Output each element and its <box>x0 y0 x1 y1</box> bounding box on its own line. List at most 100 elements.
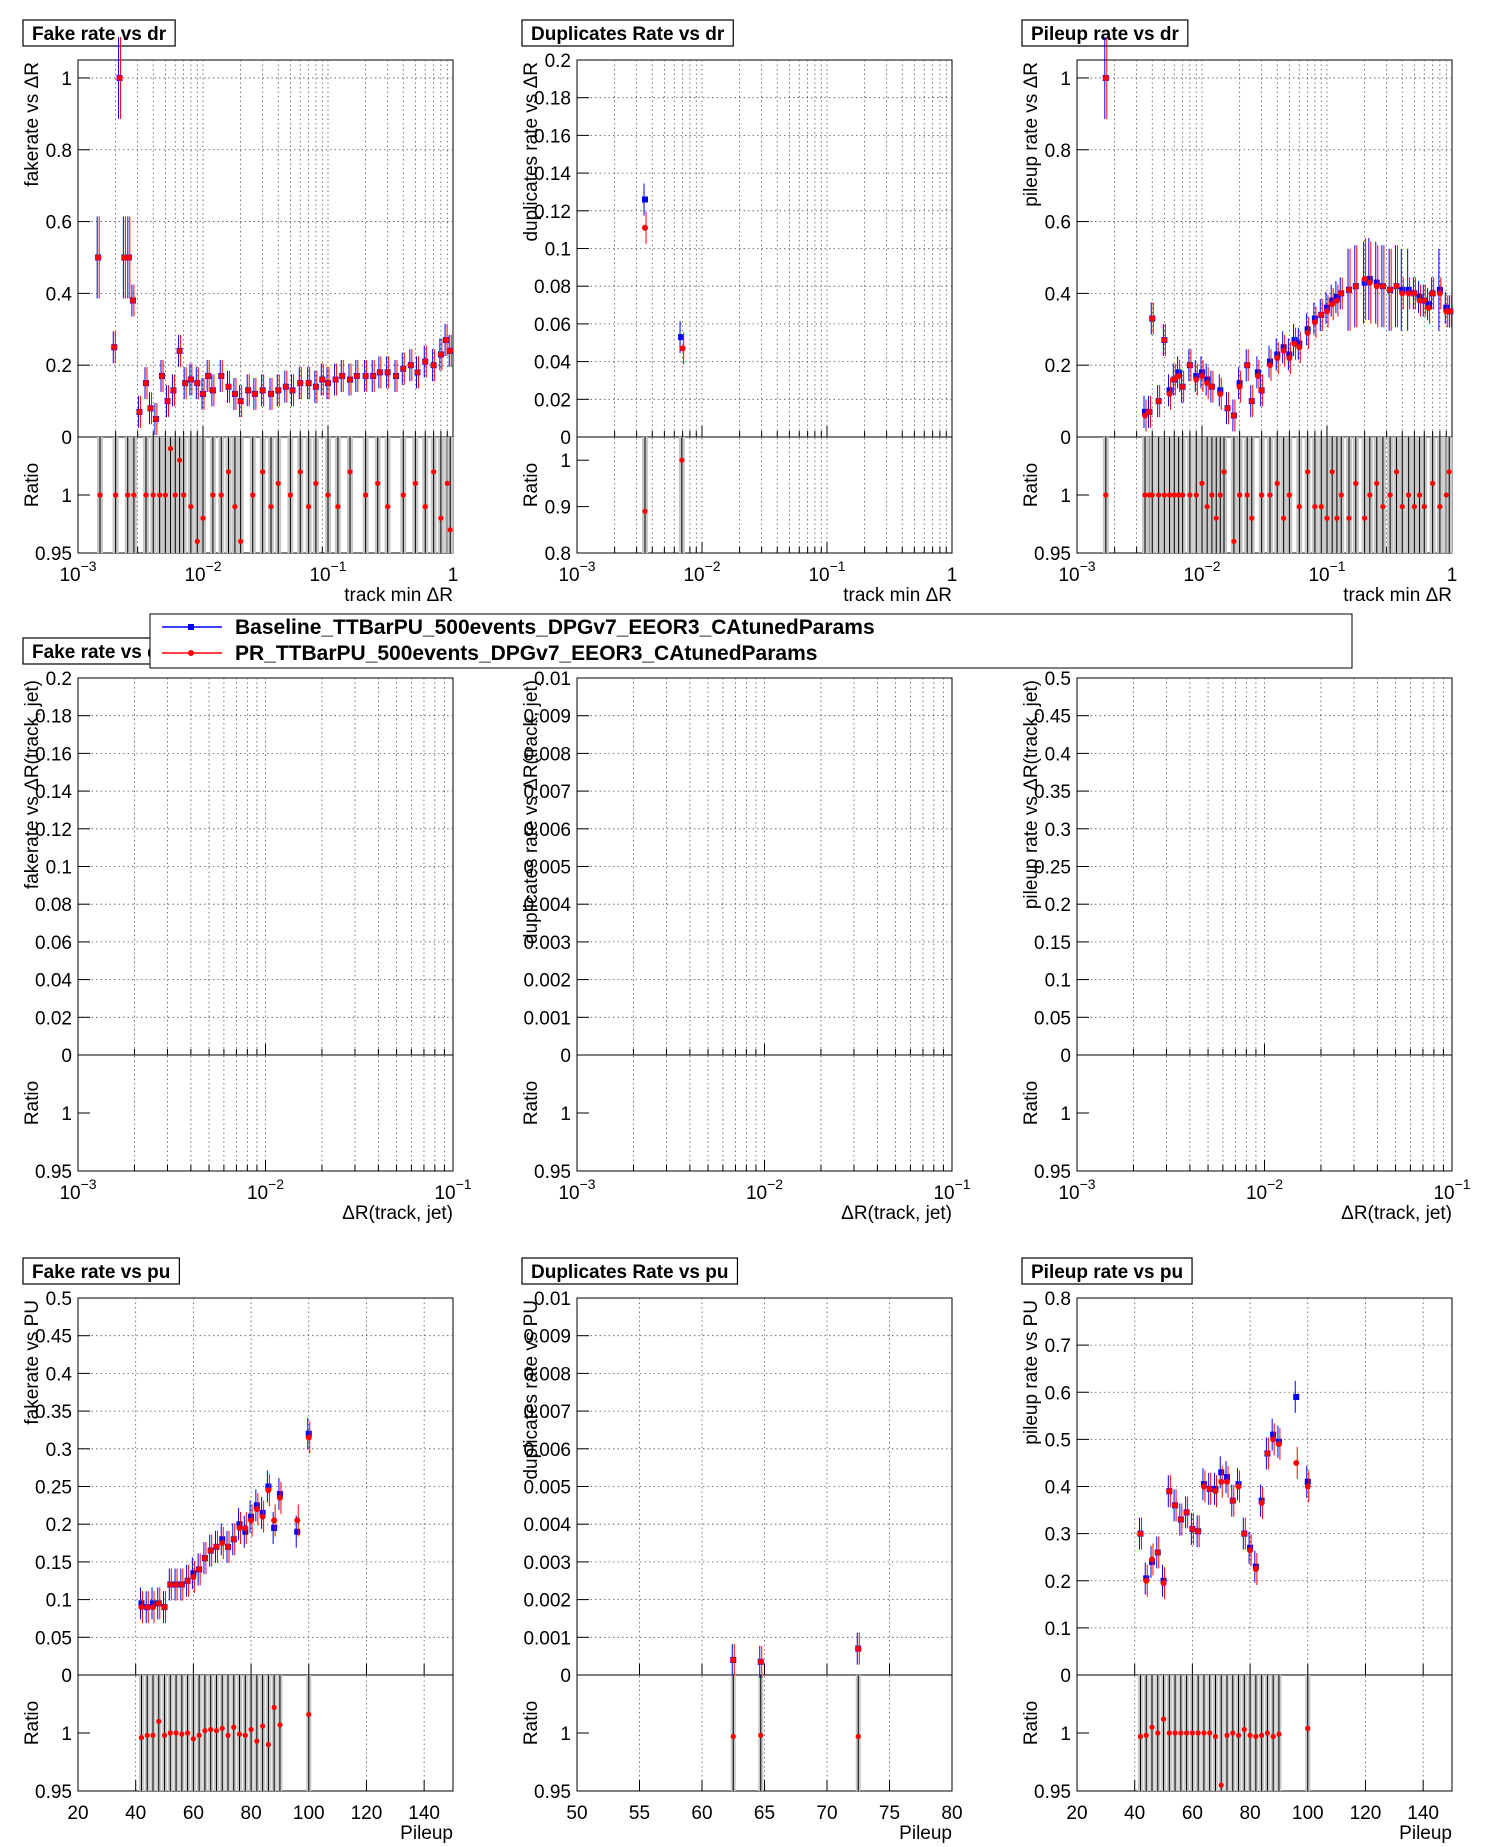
baseline-point <box>305 1430 312 1437</box>
y-tick-label: 0.007 <box>523 782 571 803</box>
x-tick-exponent: −2 <box>705 558 721 574</box>
ratio-point <box>1149 492 1155 498</box>
ratio-point <box>412 480 418 486</box>
pr-point <box>289 387 296 394</box>
baseline-point <box>1224 1474 1230 1481</box>
ratio-point <box>1312 504 1318 510</box>
ratio-tick-label: 0.95 <box>1034 544 1071 565</box>
x-axis-label: track min ΔR <box>344 585 453 606</box>
pr-point <box>121 254 128 261</box>
x-tick-base: 80 <box>941 1803 962 1824</box>
x-tick-base: 120 <box>1350 1803 1382 1824</box>
ratio-point <box>225 469 232 475</box>
y-tick-label: 0.1 <box>545 240 571 261</box>
pr-point <box>353 372 360 379</box>
ratio-point <box>181 492 187 498</box>
ratio-point <box>97 492 103 498</box>
pr-point <box>200 390 206 397</box>
pr-point <box>1436 290 1443 297</box>
ratio-point <box>144 1732 150 1738</box>
plot-frame <box>576 59 953 438</box>
y-tick-label: 0.15 <box>35 1553 72 1574</box>
ratio-point <box>444 480 450 486</box>
ratio-point <box>242 1732 248 1738</box>
ratio-point <box>1213 515 1219 521</box>
y-tick-label: 0.003 <box>523 933 571 954</box>
ratio-point <box>179 1731 185 1737</box>
y-tick-label: 0.5 <box>1045 669 1071 690</box>
ratio-tick-label: 0.95 <box>35 544 72 565</box>
y-tick-label: 0.16 <box>534 126 571 147</box>
y-tick-label: 0.1 <box>46 1591 72 1612</box>
y-tick-label: 0.08 <box>35 895 72 916</box>
ratio-point <box>1218 1782 1224 1788</box>
ratio-point <box>1353 480 1359 486</box>
y-tick-label: 0.4 <box>1045 284 1072 305</box>
ratio-point <box>1259 1732 1265 1738</box>
pr-point <box>1171 376 1178 383</box>
ratio-point <box>642 508 648 514</box>
ratio-tick-label: 1 <box>61 486 72 507</box>
pr-point <box>95 254 102 261</box>
y-tick-label: 0.6 <box>1045 213 1071 234</box>
pr-point <box>182 380 189 387</box>
x-tick-label: 55 <box>629 1803 650 1824</box>
x-tick-label: 10−2 <box>683 558 720 586</box>
pr-point <box>362 372 369 379</box>
ratio-point <box>225 1732 231 1738</box>
pr-point <box>187 376 194 383</box>
pr-point <box>268 390 275 397</box>
baseline-point <box>1366 276 1373 283</box>
x-tick-exponent: −3 <box>1080 1176 1096 1192</box>
pr-point <box>1208 383 1215 390</box>
y-tick-label: 0.2 <box>1045 1572 1071 1593</box>
y-tick-label: 1 <box>1060 69 1071 90</box>
baseline-point <box>150 1600 156 1607</box>
y-tick-label: 0.25 <box>1034 858 1071 879</box>
y-tick-label: 0.4 <box>1045 744 1072 765</box>
x-tick-base: 10 <box>746 1183 767 1204</box>
pr-point <box>1387 286 1394 293</box>
ratio-point <box>1259 492 1265 498</box>
chart-title-box <box>521 1257 739 1285</box>
ratio-point <box>400 492 406 498</box>
pr-point <box>679 345 686 352</box>
x-tick-exponent: −2 <box>1205 558 1221 574</box>
baseline-point <box>1217 387 1224 394</box>
y-tick-label: 0.12 <box>35 820 72 841</box>
pr-point <box>422 358 429 365</box>
ratio-point <box>375 480 381 486</box>
ratio-point <box>194 538 200 545</box>
pr-point <box>757 1658 764 1665</box>
pr-point <box>1352 283 1359 290</box>
y-tick-label: 0.2 <box>46 356 72 377</box>
y-tick-label: 0 <box>1060 1046 1071 1067</box>
pr-point <box>1258 1499 1265 1506</box>
x-tick-base: 10 <box>1058 1183 1079 1204</box>
x-tick-base: 10 <box>309 565 330 586</box>
pr-point <box>1318 311 1325 318</box>
pr-point <box>414 369 421 376</box>
y-tick-label: 0.35 <box>35 1402 72 1423</box>
ratio-point <box>1346 515 1352 521</box>
x-tick-base: 10 <box>59 1183 80 1204</box>
baseline-point <box>253 1502 260 1509</box>
baseline-point <box>1293 1393 1300 1400</box>
x-tick-label: 80 <box>1240 1803 1261 1824</box>
pr-point <box>1411 290 1418 297</box>
y-axis-label: duplicates rate vs ΔR <box>521 62 542 242</box>
y-tick-label: 0 <box>560 1046 571 1067</box>
baseline-point <box>271 1524 278 1531</box>
ratio-axis-label: Ratio <box>1021 1081 1042 1125</box>
x-tick-base: 60 <box>183 1803 204 1824</box>
x-tick-base: 140 <box>408 1803 440 1824</box>
chart-title: Fake rate vs pu <box>32 1262 170 1283</box>
pr-point <box>1149 1556 1155 1563</box>
ratio-point <box>1399 504 1405 510</box>
pr-point <box>271 1517 278 1524</box>
ratio-point <box>1247 1732 1253 1738</box>
baseline-point <box>1286 351 1293 358</box>
x-tick-label: 70 <box>816 1803 837 1824</box>
baseline-point <box>1373 279 1380 286</box>
ratio-point <box>1207 1730 1213 1736</box>
